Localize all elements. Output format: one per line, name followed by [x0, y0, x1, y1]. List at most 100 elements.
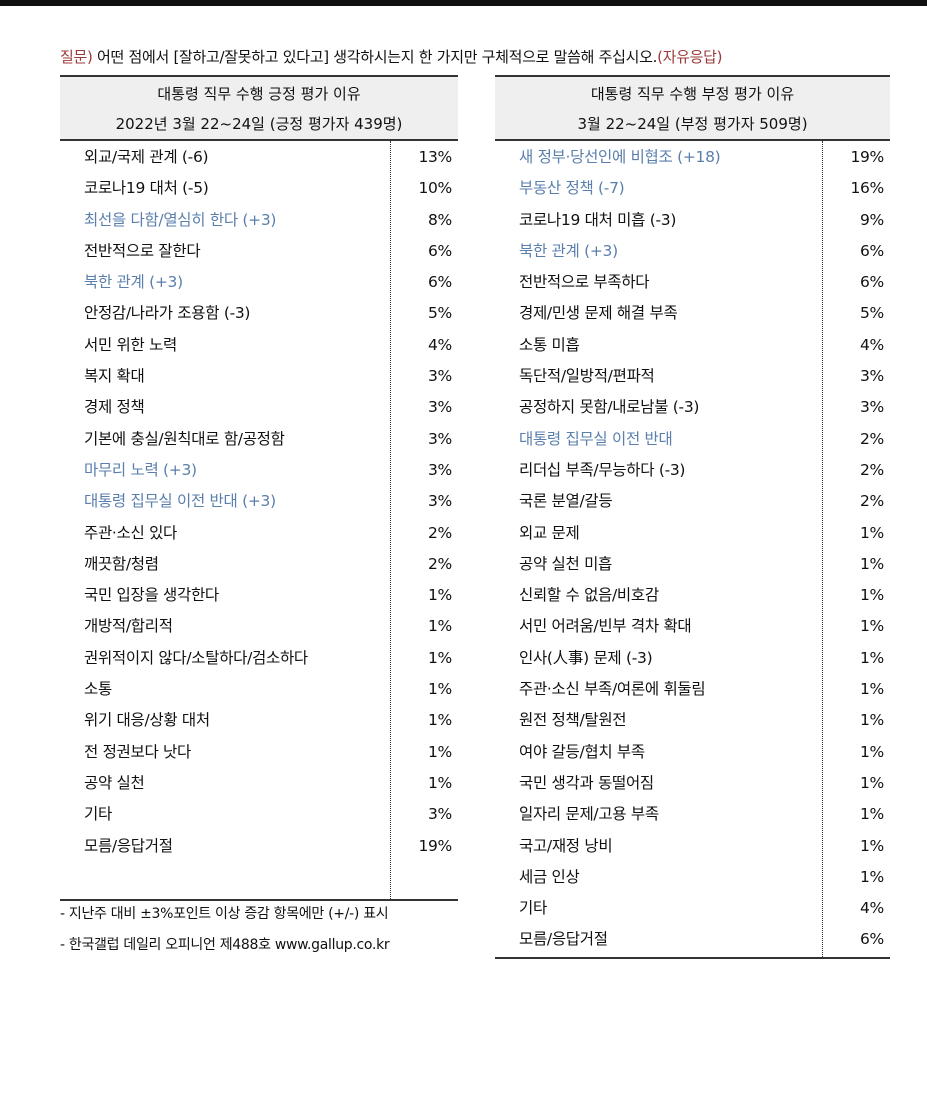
empty-row	[60, 862, 458, 893]
table-subtitle: 3월 22~24일 (부정 평가자 509명)	[577, 115, 808, 133]
reason-percent: 1%	[428, 680, 452, 699]
reason-percent: 1%	[860, 711, 884, 730]
table-row: 모름/응답거절 6%	[495, 924, 890, 955]
table-row: 소통 1%	[60, 674, 458, 705]
reason-percent: 1%	[860, 805, 884, 824]
footnote: - 지난주 대비 ±3%포인트 이상 증감 항목에만 (+/-) 표시	[60, 906, 389, 922]
table-row: 위기 대응/상황 대처 1%	[60, 705, 458, 736]
reason-label: 원전 정책/탈원전	[519, 711, 627, 730]
table-title: 대통령 직무 수행 부정 평가 이유	[590, 85, 795, 103]
reason-percent: 6%	[428, 241, 452, 260]
reason-label: 북한 관계 (+3)	[84, 273, 183, 292]
table-body: 새 정부·당선인에 비협조 (+18) 19% 부동산 정책 (-7) 16% 코로나1…	[495, 141, 890, 957]
reason-label: 서민 위한 노력	[84, 335, 178, 354]
reason-percent: 3%	[860, 398, 884, 417]
reason-label: 외교 문제	[519, 523, 580, 542]
table-row: 공약 실천 미흡 1%	[495, 549, 890, 580]
reason-percent: 3%	[428, 805, 452, 824]
reason-label: 소통	[84, 680, 112, 699]
table-row: 권위적이지 않다/소탈하다/검소하다 1%	[60, 643, 458, 674]
table-header: 대통령 직무 수행 부정 평가 이유 3월 22~24일 (부정 평가자 509…	[495, 75, 890, 141]
table-row: 모름/응답거절 19%	[60, 831, 458, 862]
table-row: 전 정권보다 낫다 1%	[60, 737, 458, 768]
positive-reasons-table: 대통령 직무 수행 긍정 평가 이유 2022년 3월 22~24일 (긍정 평…	[60, 75, 458, 902]
reason-percent: 4%	[860, 335, 884, 354]
table-subtitle: 2022년 3월 22~24일 (긍정 평가자 439명)	[115, 115, 403, 133]
reason-percent: 6%	[860, 930, 884, 949]
reason-label: 대통령 집무실 이전 반대	[519, 429, 673, 448]
reason-label: 공약 실천	[84, 773, 145, 792]
reason-label: 국민 입장을 생각한다	[84, 586, 219, 605]
reason-percent: 1%	[428, 742, 452, 761]
question-prefix: 질문)	[60, 48, 93, 66]
reason-percent: 6%	[860, 241, 884, 260]
reason-label: 서민 어려움/빈부 격차 확대	[519, 617, 692, 636]
reason-percent: 1%	[860, 867, 884, 886]
reason-label: 소통 미흡	[519, 335, 580, 354]
reason-label: 전반적으로 잘한다	[84, 241, 201, 260]
reason-label: 전 정권보다 낫다	[84, 742, 191, 761]
table-row: 서민 위한 노력 4%	[60, 330, 458, 361]
reason-percent: 5%	[428, 304, 452, 323]
table-row: 외교/국제 관계 (-6) 13%	[60, 142, 458, 173]
reason-label: 안정감/나라가 조용함 (-3)	[84, 304, 251, 323]
reason-percent: 13%	[418, 148, 452, 166]
reason-label: 일자리 문제/고용 부족	[519, 805, 659, 824]
reason-label: 코로나19 대처 미흡 (-3)	[519, 210, 677, 229]
reason-label: 공약 실천 미흡	[519, 554, 613, 573]
table-row: 기타 4%	[495, 893, 890, 924]
table-row: 경제/민생 문제 해결 부족 5%	[495, 298, 890, 329]
table-row: 기타 3%	[60, 799, 458, 830]
table-row: 소통 미흡 4%	[495, 330, 890, 361]
reason-percent: 1%	[428, 773, 452, 792]
table-row: 북한 관계 (+3) 6%	[60, 267, 458, 298]
table-row: 외교 문제 1%	[495, 518, 890, 549]
table-row: 국론 분열/갈등 2%	[495, 486, 890, 517]
reason-label: 독단적/일방적/편파적	[519, 367, 655, 386]
table-row: 깨끗함/청렴 2%	[60, 549, 458, 580]
reason-percent: 3%	[428, 492, 452, 511]
reason-percent: 4%	[860, 899, 884, 918]
reason-percent: 5%	[860, 304, 884, 323]
table-row: 독단적/일방적/편파적 3%	[495, 361, 890, 392]
table-row: 공정하지 못함/내로남불 (-3) 3%	[495, 392, 890, 423]
reason-percent: 1%	[860, 648, 884, 667]
survey-question: 질문) 어떤 점에서 [잘하고/잘못하고 있다고] 생각하시는지 한 가지만 구…	[60, 46, 722, 67]
table-row: 기본에 충실/원칙대로 함/공정함 3%	[60, 424, 458, 455]
table-row: 최선을 다함/열심히 한다 (+3) 8%	[60, 205, 458, 236]
reason-label: 주관·소신 부족/여론에 휘둘림	[519, 680, 706, 699]
reason-label: 권위적이지 않다/소탈하다/검소하다	[84, 648, 308, 667]
reason-label: 대통령 집무실 이전 반대 (+3)	[84, 492, 276, 511]
table-row: 북한 관계 (+3) 6%	[495, 236, 890, 267]
table-row: 여야 갈등/협치 부족 1%	[495, 737, 890, 768]
reason-label: 모름/응답거절	[519, 930, 608, 949]
table-row: 세금 인상 1%	[495, 862, 890, 893]
reason-percent: 1%	[860, 836, 884, 855]
column-divider	[822, 141, 823, 957]
footnote: - 한국갤럽 데일리 오피니언 제488호 www.gallup.co.kr	[60, 937, 390, 953]
table-row: 안정감/나라가 조용함 (-3) 5%	[60, 298, 458, 329]
top-rule	[0, 0, 927, 6]
reason-percent: 1%	[860, 617, 884, 636]
table-row: 공약 실천 1%	[60, 768, 458, 799]
table-row: 대통령 집무실 이전 반대 (+3) 3%	[60, 486, 458, 517]
reason-percent: 3%	[428, 398, 452, 417]
table-row: 주관·소신 있다 2%	[60, 518, 458, 549]
table-bottom-rule	[495, 956, 890, 959]
reason-label: 신뢰할 수 없음/비호감	[519, 586, 659, 605]
table-row: 복지 확대 3%	[60, 361, 458, 392]
reason-percent: 4%	[428, 335, 452, 354]
table-row: 국민 생각과 동떨어짐 1%	[495, 768, 890, 799]
reason-label: 기타	[519, 899, 547, 918]
reason-percent: 1%	[860, 523, 884, 542]
reason-label: 모름/응답거절	[84, 836, 173, 855]
reason-label: 부동산 정책 (-7)	[519, 179, 625, 198]
table-row: 대통령 집무실 이전 반대 2%	[495, 424, 890, 455]
reason-percent: 10%	[418, 179, 452, 198]
table-body: 외교/국제 관계 (-6) 13% 코로나19 대처 (-5) 10% 최선을 다함/열…	[60, 141, 458, 900]
reason-percent: 2%	[860, 429, 884, 448]
reason-percent: 6%	[428, 273, 452, 292]
table-row: 국고/재정 낭비 1%	[495, 831, 890, 862]
table-row: 부동산 정책 (-7) 16%	[495, 173, 890, 204]
table-row: 개방적/합리적 1%	[60, 611, 458, 642]
